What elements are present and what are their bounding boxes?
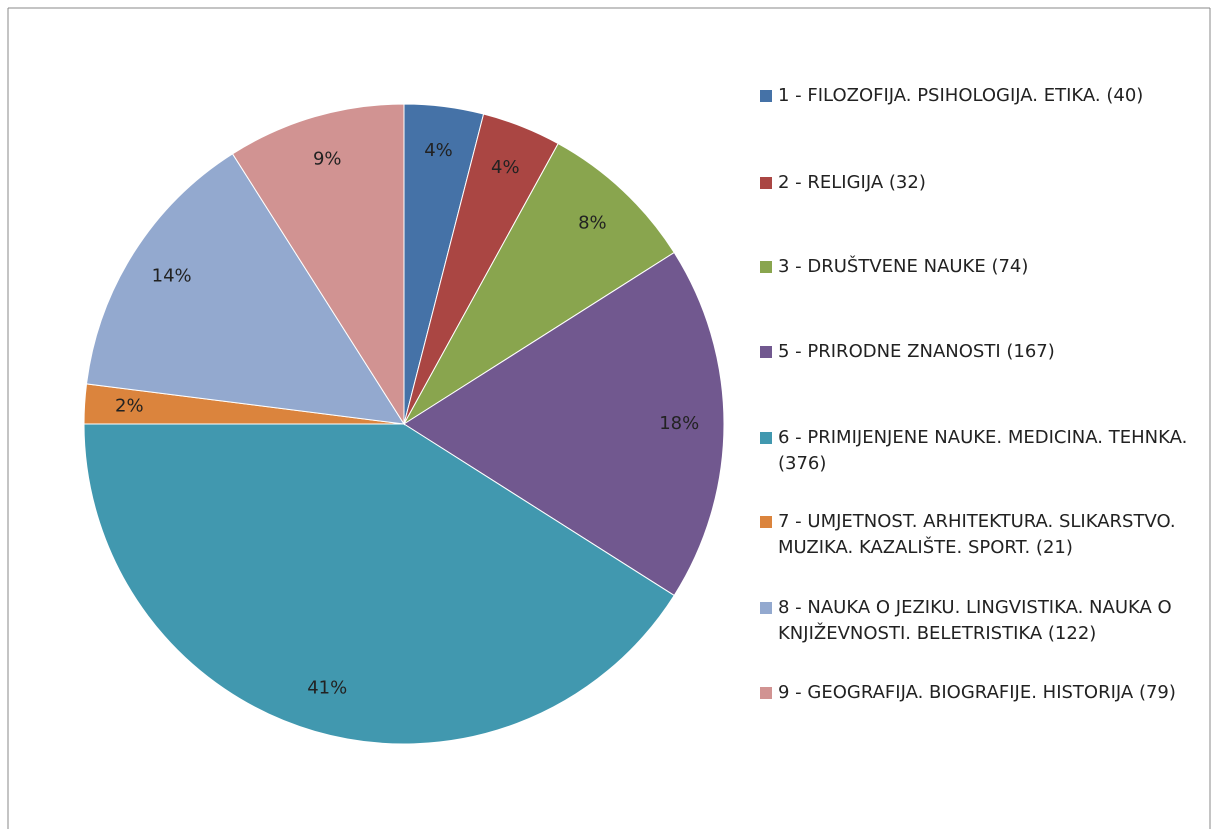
- legend-swatch: [760, 432, 772, 444]
- data-label: 9%: [313, 149, 342, 170]
- pie-slice: [403, 142, 675, 425]
- data-label: 18%: [659, 413, 699, 434]
- legend-swatch: [760, 90, 772, 102]
- legend-item: 6 - PRIMIJENJENE NAUKE. MEDICINA. TEHNKA…: [760, 425, 1200, 477]
- legend-label: 8 - NAUKA O JEZIKU. LINGVISTIKA. NAUKA O…: [778, 597, 1172, 644]
- legend-item: 8 - NAUKA O JEZIKU. LINGVISTIKA. NAUKA O…: [760, 595, 1200, 647]
- legend-label: 2 - RELIGIJA (32): [778, 172, 926, 193]
- legend-label: 3 - DRUŠTVENE NAUKE (74): [778, 256, 1029, 277]
- pie-slice: [403, 251, 725, 597]
- legend-swatch: [760, 346, 772, 358]
- legend-item: 2 - RELIGIJA (32): [760, 170, 1200, 196]
- legend-label: 1 - FILOZOFIJA. PSIHOLOGIJA. ETIKA. (40): [778, 85, 1144, 106]
- data-label: 4%: [491, 157, 520, 178]
- pie-slice: [85, 153, 405, 425]
- legend-swatch: [760, 516, 772, 528]
- pie-slice: [83, 423, 675, 745]
- data-label: 14%: [152, 266, 192, 287]
- data-label: 8%: [578, 212, 607, 233]
- legend-swatch: [760, 687, 772, 699]
- data-label: 4%: [424, 140, 453, 161]
- legend-item: 3 - DRUŠTVENE NAUKE (74): [760, 254, 1200, 280]
- legend-item: 7 - UMJETNOST. ARHITEKTURA. SLIKARSTVO. …: [760, 509, 1200, 561]
- data-label: 2%: [115, 396, 144, 417]
- pie-slice: [231, 103, 405, 426]
- legend-item: 5 - PRIRODNE ZNANOSTI (167): [760, 339, 1200, 365]
- legend-label: 9 - GEOGRAFIJA. BIOGRAFIJE. HISTORIJA (7…: [778, 682, 1176, 703]
- data-label: 41%: [307, 677, 347, 698]
- legend-item: 1 - FILOZOFIJA. PSIHOLOGIJA. ETIKA. (40): [760, 83, 1200, 109]
- legend-item: 9 - GEOGRAFIJA. BIOGRAFIJE. HISTORIJA (7…: [760, 680, 1200, 706]
- legend-label: 5 - PRIRODNE ZNANOSTI (167): [778, 341, 1055, 362]
- legend-swatch: [760, 602, 772, 614]
- legend-label: 6 - PRIMIJENJENE NAUKE. MEDICINA. TEHNKA…: [778, 427, 1188, 474]
- legend-swatch: [760, 261, 772, 273]
- legend-swatch: [760, 177, 772, 189]
- legend-label: 7 - UMJETNOST. ARHITEKTURA. SLIKARSTVO. …: [778, 511, 1176, 558]
